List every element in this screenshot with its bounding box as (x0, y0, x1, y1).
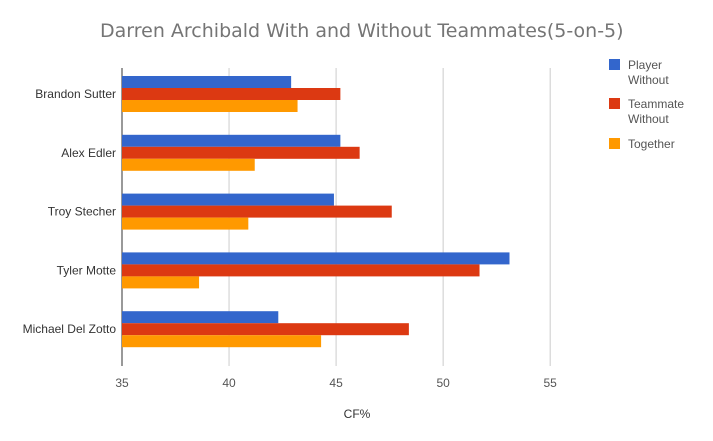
category-label: Troy Stecher (48, 205, 116, 219)
bar (122, 100, 298, 112)
bar (122, 217, 249, 230)
category-label: Brandon Sutter (35, 87, 116, 101)
legend-label: Teammate Without (628, 97, 684, 126)
bar (122, 146, 360, 159)
category-label: Alex Edler (61, 146, 116, 160)
legend-swatch (609, 98, 620, 109)
x-axis-title: CF% (344, 407, 371, 421)
bar (122, 252, 510, 265)
bar (122, 193, 334, 206)
x-tick-label: 45 (329, 376, 343, 390)
bar (122, 323, 409, 336)
bar (122, 158, 255, 171)
x-tick-label: 50 (436, 376, 450, 390)
bar (122, 311, 279, 324)
legend-swatch (609, 59, 620, 70)
bar (122, 205, 392, 218)
bar (122, 335, 322, 348)
legend-label: Together (628, 137, 675, 151)
bar (122, 76, 292, 88)
bar (122, 276, 200, 289)
bar (122, 264, 480, 277)
legend-label: Player Without (628, 58, 669, 87)
chart-title: Darren Archibald With and Without Teamma… (100, 20, 624, 42)
bar (122, 134, 341, 147)
category-label: Tyler Motte (57, 263, 117, 277)
bar (122, 88, 341, 100)
legend-swatch (609, 138, 620, 149)
x-tick-label: 40 (222, 376, 236, 390)
x-tick-label: 55 (544, 376, 558, 390)
category-label: Michael Del Zotto (23, 322, 117, 336)
x-tick-label: 35 (115, 376, 129, 390)
